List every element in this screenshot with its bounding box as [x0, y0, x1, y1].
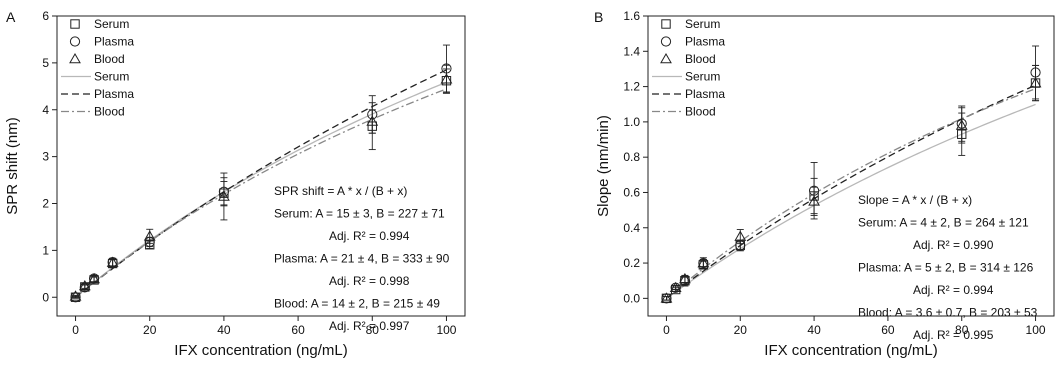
annotation-text: Plasma: A = 21 ± 4, B = 333 ± 90: [274, 252, 450, 266]
panel-label: B: [594, 9, 603, 25]
data-point-blood: [218, 190, 230, 201]
x-tick-label: 60: [881, 323, 895, 337]
annotation-text: Adj. R² = 0.994: [913, 283, 994, 297]
data-point-plasma: [79, 282, 90, 293]
y-tick-label: 2: [42, 197, 49, 211]
y-tick-label: 1.4: [623, 44, 640, 58]
y-tick-label: 0: [42, 290, 49, 304]
x-axis-label: IFX concentration (ng/mL): [174, 342, 347, 359]
x-tick-label: 100: [1026, 323, 1046, 337]
data-point-blood: [143, 230, 156, 241]
legend-marker: [69, 36, 81, 47]
data-point-blood: [106, 256, 119, 267]
y-tick-label: 0.0: [623, 291, 640, 305]
legend-label: Plasma: [685, 87, 725, 101]
data-point-blood: [1029, 77, 1042, 88]
annotation-text: Plasma: A = 5 ± 2, B = 314 ± 126: [858, 261, 1034, 275]
panel-a-chart: A 0 20 40 60 80 100 0 1 2 3 4 5 6 IFX concentration (n…: [4, 9, 466, 359]
x-tick-label: 0: [72, 323, 79, 337]
data-point-blood: [697, 257, 710, 268]
annotation-text: Adj. R² = 0.990: [913, 238, 994, 252]
annotation-text: Slope = A * x / (B + x): [858, 193, 972, 207]
x-tick-label: 40: [217, 323, 231, 337]
annotation-text: Adj. R² = 0.998: [329, 274, 410, 288]
data-point-blood: [69, 290, 82, 301]
fit-line-plasma: [666, 84, 1036, 299]
x-tick-label: 20: [143, 323, 157, 337]
y-tick-label: 6: [42, 9, 49, 23]
legend-marker: [660, 36, 672, 47]
data-point-plasma: [70, 292, 81, 303]
legend-marker: [661, 19, 671, 29]
x-tick-label: 20: [734, 323, 748, 337]
y-tick-label: 3: [42, 150, 49, 164]
fit-line-plasma: [75, 69, 447, 298]
annotation-text: Adj. R² = 0.995: [913, 328, 994, 342]
fit-line-serum: [75, 81, 447, 298]
annotation-text: Serum: A = 15 ± 3, B = 227 ± 71: [274, 207, 445, 221]
legend-label: Plasma: [685, 35, 725, 49]
data-point-blood: [366, 115, 379, 126]
legend-label: Blood: [94, 52, 125, 66]
x-axis-label: IFX concentration (ng/mL): [764, 342, 937, 359]
y-tick-label: 0.8: [623, 150, 640, 164]
annotation-text: Blood: A = 3.6 ± 0.7, B = 203 ± 53: [858, 306, 1038, 320]
legend-label: Serum: [685, 17, 720, 31]
data-point-blood: [440, 73, 453, 84]
annotation-block: Slope = A * x / (B + x) Serum: A = 4 ± 2,…: [858, 193, 1038, 342]
panel-b-chart: B 0 20 40 60 80 100 0.0 0.2 0.4 0.6 0.8 1.0 1.2 1.4 1.6…: [594, 9, 1055, 359]
x-tick-label: 80: [366, 323, 380, 337]
legend-label: Blood: [685, 105, 716, 119]
annotation-text: Adj. R² = 0.997: [329, 319, 410, 333]
data-point-blood: [808, 195, 820, 206]
data-point-blood: [78, 279, 91, 291]
x-tick-label: 40: [807, 323, 821, 337]
annotation-block: SPR shift = A * x / (B + x) Serum: A = 15…: [274, 184, 450, 333]
legend-label: Plasma: [94, 87, 134, 101]
y-tick-label: 1.0: [623, 115, 640, 129]
plot-frame: [56, 15, 466, 317]
y-tick-label: 1.6: [623, 9, 640, 23]
legend-label: Blood: [94, 105, 125, 119]
legend: Serum Plasma Blood Serum Plasma Blood: [61, 17, 134, 119]
y-tick-label: 4: [42, 103, 49, 117]
data-point-blood: [660, 292, 673, 303]
plot-area: [660, 45, 1042, 304]
y-tick-label: 0.4: [623, 221, 640, 235]
y-tick-label: 1.2: [623, 80, 640, 94]
fit-line-serum: [666, 103, 1036, 299]
legend-marker: [70, 19, 80, 29]
legend-marker: [660, 52, 672, 64]
y-tick-label: 0.2: [623, 256, 640, 270]
x-tick-label: 0: [663, 323, 670, 337]
y-tick-label: 5: [42, 56, 49, 70]
data-point-blood: [88, 272, 100, 284]
data-point-blood: [679, 272, 691, 284]
data-point-blood: [734, 230, 747, 241]
y-tick-label: 1: [42, 243, 49, 257]
data-point-blood: [955, 119, 968, 130]
legend-label: Serum: [685, 70, 720, 84]
y-axis-label: Slope (nm/min): [595, 115, 612, 217]
plot-frame: [647, 15, 1055, 317]
legend: Serum Plasma Blood Serum Plasma Blood: [652, 17, 725, 119]
annotation-text: Blood: A = 14 ± 2, B = 215 ± 49: [274, 297, 440, 311]
legend-label: Serum: [94, 70, 129, 84]
x-tick-label: 80: [955, 323, 969, 337]
legend-label: Plasma: [94, 35, 134, 49]
y-axis-label: SPR shift (nm): [4, 117, 21, 215]
x-tick-label: 60: [291, 323, 305, 337]
annotation-text: Serum: A = 4 ± 2, B = 264 ± 121: [858, 216, 1029, 230]
x-tick-label: 100: [436, 323, 456, 337]
legend-label: Serum: [94, 17, 129, 31]
annotation-text: SPR shift = A * x / (B + x): [274, 184, 407, 198]
y-tick-label: 0.6: [623, 185, 640, 199]
legend-label: Blood: [685, 52, 716, 66]
plot-area: [69, 44, 453, 303]
legend-marker: [69, 52, 81, 64]
data-point-blood: [669, 281, 682, 293]
annotation-text: Adj. R² = 0.994: [329, 229, 410, 243]
panel-label: A: [6, 9, 16, 25]
